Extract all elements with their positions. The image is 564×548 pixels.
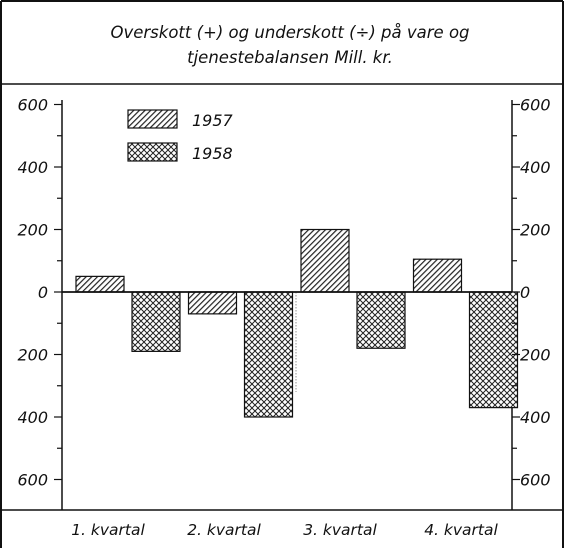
legend-swatch-1957: [127, 109, 178, 129]
left-tick-label: 400: [17, 408, 48, 427]
chart-title-line-2: tjenestebalansen Mill. kr.: [187, 48, 393, 67]
right-tick-label: 200: [520, 346, 551, 365]
category-label-q2: 2. kvartal: [187, 521, 261, 539]
right-tick-label: 400: [520, 408, 551, 427]
bar-1958-q4: [468, 291, 519, 409]
left-tick-label: 400: [17, 158, 48, 177]
bar-1957-q1: [75, 275, 125, 293]
right-tick-label: 600: [520, 471, 551, 490]
bar-1958-q2: [243, 291, 294, 418]
right-tick-label: 400: [520, 158, 551, 177]
bar-1957-q3: [300, 228, 350, 293]
bar-1957-q2: [187, 291, 238, 315]
bar-1958-q1: [131, 291, 181, 352]
category-label-q1: 1. kvartal: [71, 521, 145, 539]
left-tick-label: 600: [17, 471, 48, 490]
category-label-q3: 3. kvartal: [303, 521, 377, 539]
chart-title-line-1: Overskott (+) og underskott (÷) på vare …: [110, 23, 469, 42]
left-tick-label: 200: [17, 346, 48, 365]
bar-1957-q4: [412, 258, 463, 293]
left-tick-label: 200: [17, 221, 48, 240]
legend-label-1957: 1957: [192, 111, 234, 130]
legend: 1957 1958: [127, 109, 234, 163]
right-tick-label: 0: [520, 283, 530, 302]
legend-swatch-1958: [127, 142, 178, 162]
bar-1958-q3: [356, 291, 406, 349]
right-tick-label: 200: [520, 221, 551, 240]
legend-label-1958: 1958: [192, 144, 233, 163]
right-tick-label: 600: [520, 96, 551, 115]
left-tick-label: 0: [38, 283, 48, 302]
left-tick-label: 600: [17, 96, 48, 115]
category-label-q4: 4. kvartal: [424, 521, 498, 539]
